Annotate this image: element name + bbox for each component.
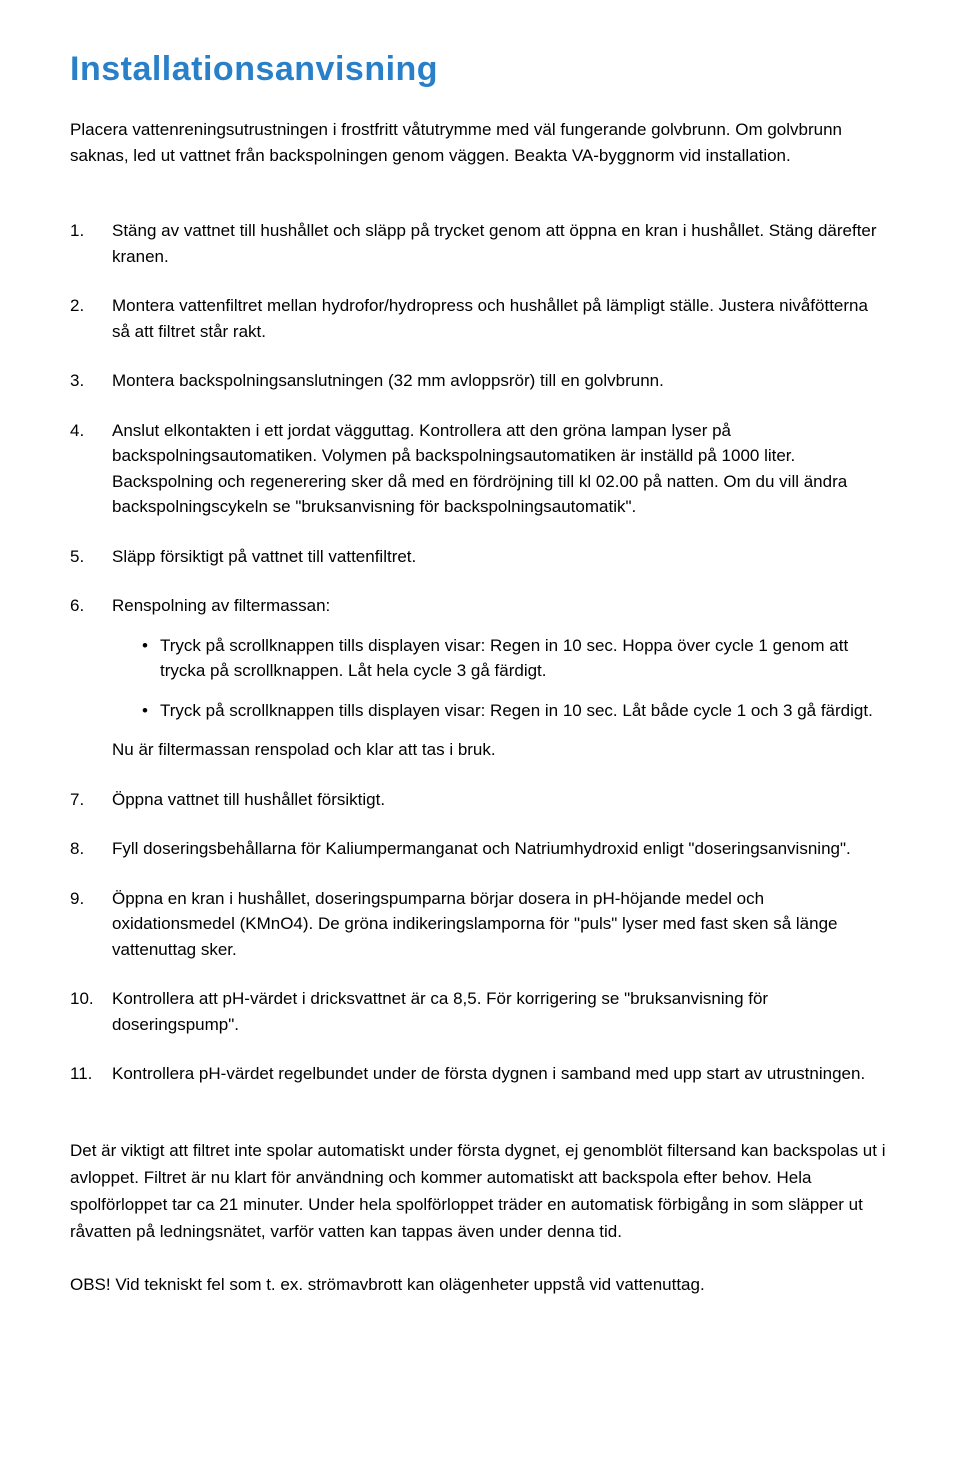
step-item: 7.Öppna vattnet till hushållet försiktig…: [70, 787, 890, 813]
sub-list: Tryck på scrollknappen tills displayen v…: [142, 633, 890, 724]
step-body: Öppna vattnet till hushållet försiktigt.: [112, 787, 890, 813]
step-body: Renspolning av filtermassan: Tryck på scr…: [112, 593, 890, 763]
steps-list: 1.Stäng av vattnet till hushållet och sl…: [70, 218, 890, 1087]
step-text: Renspolning av filtermassan:: [112, 593, 890, 619]
sub-item: Tryck på scrollknappen tills displayen v…: [142, 698, 890, 724]
step-body: Fyll doseringsbehållarna för Kaliumperma…: [112, 836, 890, 862]
sub-item: Tryck på scrollknappen tills displayen v…: [142, 633, 890, 684]
step-number: 7.: [70, 787, 112, 813]
step-number: 8.: [70, 836, 112, 862]
page-title: Installationsanvisning: [70, 50, 890, 89]
step-item: 11.Kontrollera pH-värdet regelbundet und…: [70, 1061, 890, 1087]
step-body: Kontrollera pH-värdet regelbundet under …: [112, 1061, 890, 1087]
step-number: 10.: [70, 986, 112, 1037]
step-item: 1.Stäng av vattnet till hushållet och sl…: [70, 218, 890, 269]
step-body: Öppna en kran i hushållet, doseringspump…: [112, 886, 890, 963]
step-number: 4.: [70, 418, 112, 520]
step-after-text: Nu är filtermassan renspolad och klar at…: [112, 737, 890, 763]
step-text: Öppna vattnet till hushållet försiktigt.: [112, 787, 890, 813]
step-text: Anslut elkontakten i ett jordat väggutta…: [112, 418, 890, 520]
step-text: Kontrollera att pH-värdet i dricksvattne…: [112, 986, 890, 1037]
step-item: 6.Renspolning av filtermassan: Tryck på s…: [70, 593, 890, 763]
step-item: 9.Öppna en kran i hushållet, doseringspu…: [70, 886, 890, 963]
step-item: 4.Anslut elkontakten i ett jordat väggut…: [70, 418, 890, 520]
step-text: Släpp försiktigt på vattnet till vattenf…: [112, 544, 890, 570]
step-body: Montera vattenfiltret mellan hydrofor/hy…: [112, 293, 890, 344]
step-body: Stäng av vattnet till hushållet och släp…: [112, 218, 890, 269]
step-text: Fyll doseringsbehållarna för Kaliumperma…: [112, 836, 890, 862]
step-item: 5.Släpp försiktigt på vattnet till vatte…: [70, 544, 890, 570]
step-body: Montera backspolningsanslutningen (32 mm…: [112, 368, 890, 394]
step-body: Anslut elkontakten i ett jordat väggutta…: [112, 418, 890, 520]
step-number: 2.: [70, 293, 112, 344]
step-number: 1.: [70, 218, 112, 269]
step-text: Montera backspolningsanslutningen (32 mm…: [112, 368, 890, 394]
step-body: Kontrollera att pH-värdet i dricksvattne…: [112, 986, 890, 1037]
step-number: 3.: [70, 368, 112, 394]
obs-note: OBS! Vid tekniskt fel som t. ex. strömav…: [70, 1275, 890, 1295]
step-text: Öppna en kran i hushållet, doseringspump…: [112, 886, 890, 963]
step-number: 5.: [70, 544, 112, 570]
step-item: 2.Montera vattenfiltret mellan hydrofor/…: [70, 293, 890, 344]
step-item: 8.Fyll doseringsbehållarna för Kaliumper…: [70, 836, 890, 862]
step-body: Släpp försiktigt på vattnet till vattenf…: [112, 544, 890, 570]
step-text: Kontrollera pH-värdet regelbundet under …: [112, 1061, 890, 1087]
step-number: 11.: [70, 1061, 112, 1087]
step-item: 10.Kontrollera att pH-värdet i dricksvat…: [70, 986, 890, 1037]
intro-paragraph: Placera vattenreningsutrustningen i fros…: [70, 117, 890, 168]
step-number: 9.: [70, 886, 112, 963]
step-text: Montera vattenfiltret mellan hydrofor/hy…: [112, 293, 890, 344]
step-number: 6.: [70, 593, 112, 763]
step-text: Stäng av vattnet till hushållet och släp…: [112, 218, 890, 269]
footer-paragraph: Det är viktigt att filtret inte spolar a…: [70, 1137, 890, 1246]
step-item: 3.Montera backspolningsanslutningen (32 …: [70, 368, 890, 394]
